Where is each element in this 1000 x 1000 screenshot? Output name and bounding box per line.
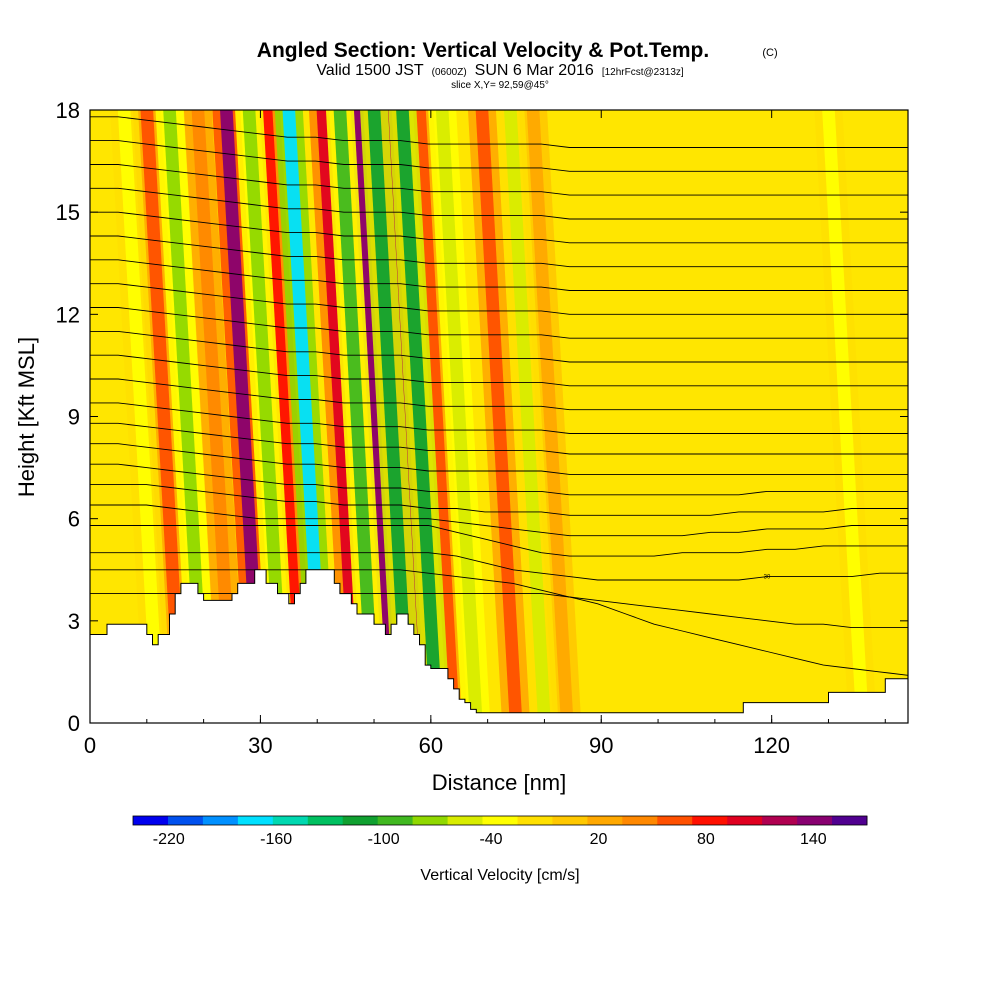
colorbar-tick-label: 20 [590,831,608,848]
y-tick-label: 15 [56,200,80,225]
isentrope-line [90,211,908,244]
x-tick-label: 0 [84,733,96,758]
colorbar-tick-label: -40 [479,831,502,848]
subtitle-forecast: [12hrFcst@2313z] [602,67,684,78]
isentrope-line [90,259,908,291]
subtitle-valid: Valid 1500 JST [316,62,424,79]
colorbar-tick-label: -220 [153,831,185,848]
colorbar-swatch [447,816,484,825]
subtitle-zulu: (0600Z) [432,67,467,78]
isentrope-line [90,116,908,148]
x-tick-label: 30 [248,733,272,758]
colorbar-swatch [272,816,309,825]
isentrope-line [90,443,908,475]
isentrope-label: 30 [764,575,771,581]
isentrope-line [90,484,908,516]
x-axis: 0 30 60 90 120 [84,110,886,758]
chart-subtitle: Valid 1500 JST (0600Z) SUN 6 Mar 2016 [1… [316,62,684,79]
isentrope-line [90,525,908,557]
isentrope-line [90,330,908,363]
isentrope-line [90,569,908,629]
downdraft-band-core [396,110,443,723]
isentropes: 30 [90,116,908,676]
x-tick-label: 90 [589,733,613,758]
colorbar-tick-label: -100 [368,831,400,848]
colorbar-swatch [412,816,449,825]
colorbar-swatch [762,816,798,825]
subtitle-date: SUN 6 Mar 2016 [475,62,594,79]
colorbar-tick-label: 80 [697,831,715,848]
colorbar-swatch [832,816,868,825]
colorbar-swatch [133,816,169,825]
colorbar-swatch [237,816,274,825]
downdraft-band-core [822,110,869,723]
y-tick-label: 6 [68,507,80,532]
y-tick-label: 3 [68,609,80,634]
y-axis: 0 3 6 9 12 15 18 [56,98,908,736]
colorbar-frame [132,815,868,826]
colorbar-label: Vertical Velocity [cm/s] [420,867,579,884]
x-axis-label: Distance [nm] [432,770,567,795]
colorbar-swatch [342,816,379,825]
x-tick-label: 120 [753,733,790,758]
isentrope-line [90,402,908,434]
isentrope-line [90,164,908,196]
colorbar: -220 -160 -100 -40 20 80 140 [132,815,868,848]
y-tick-label: 0 [68,711,80,736]
isentrope-line [90,422,908,455]
y-axis-label: Height [Kft MSL] [14,337,39,497]
isentrope-line [90,463,908,496]
y-tick-label: 18 [56,98,80,123]
isentrope-line [90,504,908,537]
plot-area: 30 [90,110,908,723]
isentrope-line [90,593,908,676]
isentrope-line [90,235,908,268]
isentrope-line [90,307,908,339]
colorbar-swatch [482,816,518,825]
colorbar-swatch [622,816,658,825]
title-mark: (C) [762,47,777,59]
colorbar-tick-label: -160 [260,831,292,848]
terrain [90,569,908,723]
isentrope-line [90,378,908,411]
y-tick-label: 12 [56,302,80,327]
colorbar-swatch [168,816,204,825]
isentrope-line [90,283,908,315]
colorbar-swatch [797,816,833,825]
isentrope-line [90,552,908,581]
isentrope-line [90,140,908,172]
title-block: Angled Section: Vertical Velocity & Pot.… [257,39,778,91]
slice-label: slice X,Y= 92,59@45° [451,80,549,91]
colorbar-swatch [517,816,553,825]
colorbar-swatch [657,816,693,825]
colorbar-swatch [377,816,414,825]
x-tick-label: 60 [419,733,443,758]
isentrope-line [90,354,908,387]
colorbar-swatch [552,816,588,825]
colorbar-swatch [202,816,239,825]
isentrope-line [90,187,908,220]
colorbar-tick-label: 140 [800,831,827,848]
colorbar-swatch [587,816,623,825]
chart-title: Angled Section: Vertical Velocity & Pot.… [257,39,709,62]
colorbar-swatch [692,816,728,825]
y-tick-label: 9 [68,405,80,430]
colorbar-swatch [307,816,344,825]
colorbar-swatch [727,816,763,825]
